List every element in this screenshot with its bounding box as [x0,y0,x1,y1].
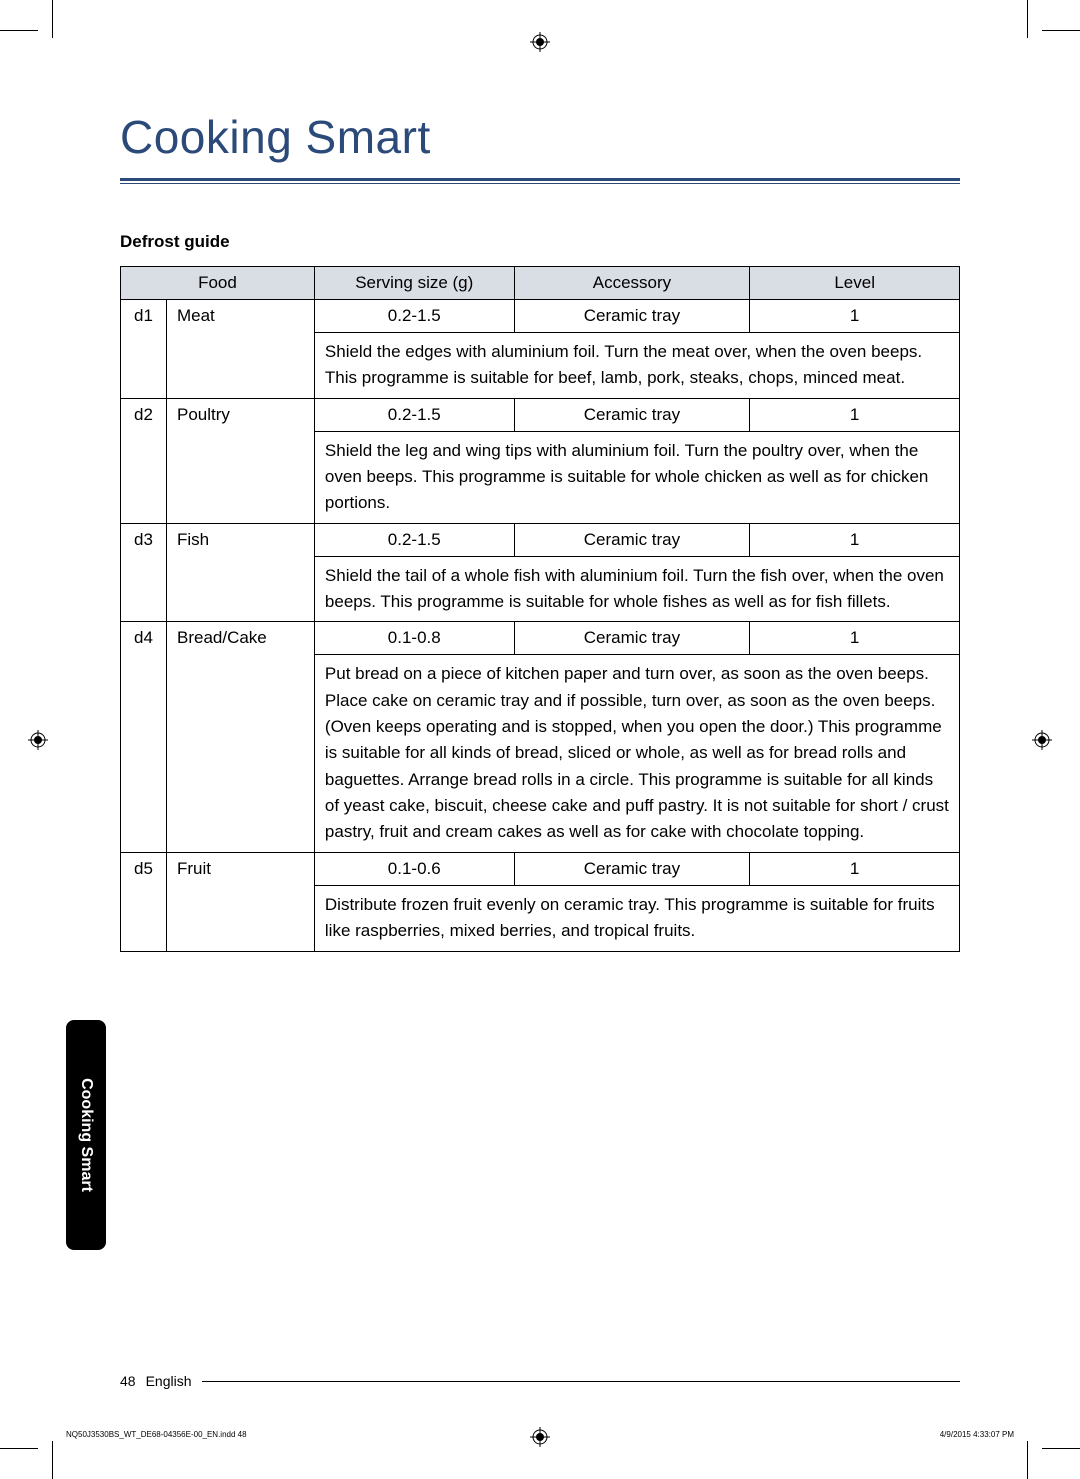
registration-mark-icon [1032,730,1052,750]
cell-serving: 0.2-1.5 [314,300,514,333]
cell-desc: Shield the tail of a whole fish with alu… [314,556,959,622]
side-tab-label: Cooking Smart [77,1078,95,1192]
page-footer: 48 English [120,1373,960,1389]
cell-level: 1 [750,300,960,333]
crop-mark [0,1448,38,1449]
cell-desc: Distribute frozen fruit evenly on cerami… [314,885,959,951]
cell-serving: 0.2-1.5 [314,398,514,431]
side-tab: Cooking Smart [66,1020,106,1250]
cell-accessory: Ceramic tray [514,852,750,885]
cell-desc: Shield the leg and wing tips with alumin… [314,431,959,523]
crop-mark [1042,1448,1080,1449]
defrost-table: Food Serving size (g) Accessory Level d1… [120,266,960,952]
cell-code: d1 [121,300,167,399]
registration-mark-icon [28,730,48,750]
cell-name: Bread/Cake [166,622,314,852]
cell-accessory: Ceramic tray [514,398,750,431]
print-meta-timestamp: 4/9/2015 4:33:07 PM [940,1430,1014,1439]
cell-code: d5 [121,852,167,951]
cell-serving: 0.1-0.6 [314,852,514,885]
footer-rule [202,1381,961,1382]
cell-code: d3 [121,523,167,622]
cell-desc: Shield the edges with aluminium foil. Tu… [314,333,959,399]
cell-name: Fish [166,523,314,622]
crop-mark [1027,1441,1028,1479]
table-row: d1 Meat 0.2-1.5 Ceramic tray 1 [121,300,960,333]
page-title: Cooking Smart [120,110,960,181]
cell-level: 1 [750,398,960,431]
cell-name: Poultry [166,398,314,523]
title-rule [120,183,960,184]
page-content: Cooking Smart Defrost guide Food Serving… [120,110,960,952]
th-accessory: Accessory [514,267,750,300]
crop-mark [52,1441,53,1479]
cell-accessory: Ceramic tray [514,622,750,655]
page-language: English [146,1373,192,1389]
th-serving: Serving size (g) [314,267,514,300]
th-food: Food [121,267,315,300]
crop-mark [1027,0,1028,38]
crop-mark [52,0,53,38]
cell-level: 1 [750,852,960,885]
table-row: d4 Bread/Cake 0.1-0.8 Ceramic tray 1 [121,622,960,655]
cell-desc: Put bread on a piece of kitchen paper an… [314,655,959,852]
cell-level: 1 [750,622,960,655]
table-row: d3 Fish 0.2-1.5 Ceramic tray 1 [121,523,960,556]
cell-name: Meat [166,300,314,399]
table-row: d5 Fruit 0.1-0.6 Ceramic tray 1 [121,852,960,885]
th-level: Level [750,267,960,300]
table-header-row: Food Serving size (g) Accessory Level [121,267,960,300]
crop-mark [1042,30,1080,31]
cell-serving: 0.2-1.5 [314,523,514,556]
registration-mark-icon [530,1427,550,1447]
cell-level: 1 [750,523,960,556]
cell-name: Fruit [166,852,314,951]
registration-mark-icon [530,32,550,52]
table-row: d2 Poultry 0.2-1.5 Ceramic tray 1 [121,398,960,431]
crop-mark [0,30,38,31]
cell-accessory: Ceramic tray [514,300,750,333]
cell-serving: 0.1-0.8 [314,622,514,655]
cell-code: d2 [121,398,167,523]
print-meta-filename: NQ50J3530BS_WT_DE68-04356E-00_EN.indd 48 [66,1430,247,1439]
section-heading: Defrost guide [120,232,960,252]
cell-accessory: Ceramic tray [514,523,750,556]
page-number: 48 [120,1373,136,1389]
cell-code: d4 [121,622,167,852]
